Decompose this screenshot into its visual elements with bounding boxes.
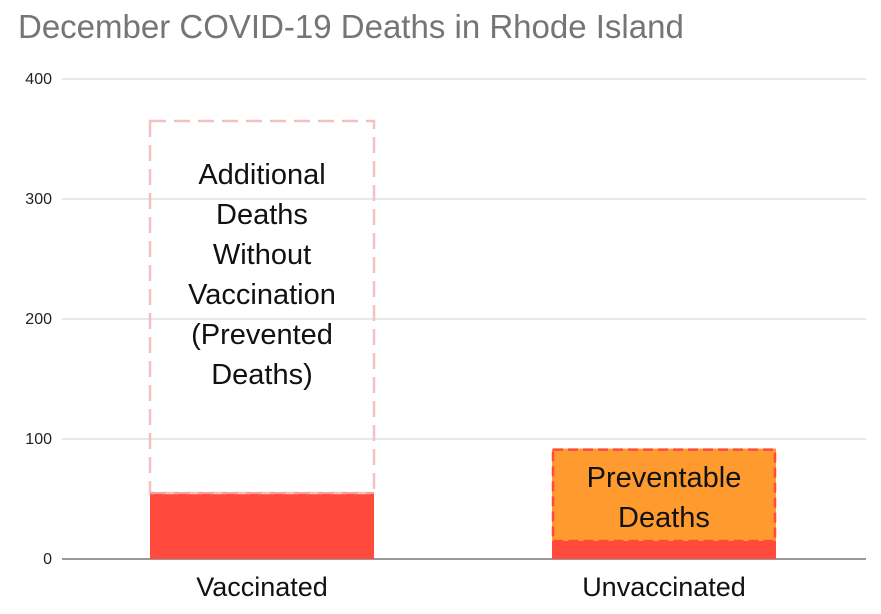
annotation-text: Additional Deaths Without Vaccination (Preve… bbox=[188, 159, 336, 391]
x-category-label: Vaccinated bbox=[196, 572, 328, 602]
annotation-line: Deaths) bbox=[211, 359, 313, 391]
y-tick-label: 0 bbox=[43, 551, 52, 568]
annotation-line: Deaths bbox=[216, 199, 308, 231]
x-category-label: Unvaccinated bbox=[582, 572, 746, 602]
bars bbox=[148, 119, 777, 559]
annotation-line: Vaccination bbox=[188, 279, 336, 311]
annotation-text: Preventable Deaths bbox=[587, 462, 742, 534]
annotation-line: (Prevented bbox=[191, 319, 333, 351]
bar-segment bbox=[150, 493, 374, 559]
bar-segment-outline bbox=[551, 448, 777, 543]
annotation-line: Additional bbox=[198, 159, 325, 191]
bar-segment bbox=[552, 448, 776, 541]
annotation-line: Preventable bbox=[587, 462, 742, 494]
bar-segment bbox=[552, 541, 776, 559]
y-tick-label: 300 bbox=[25, 191, 52, 208]
y-tick-label: 200 bbox=[25, 311, 52, 328]
chart-title: December COVID-19 Deaths in Rhode Island bbox=[18, 8, 684, 45]
labels: 0 100 200 300 400 Vaccinated Unvaccinated Addit… bbox=[25, 71, 746, 602]
y-tick-label: 400 bbox=[25, 71, 52, 88]
annotation-line: Deaths bbox=[618, 502, 710, 534]
annotation-line: Without bbox=[213, 239, 311, 271]
y-tick-label: 100 bbox=[25, 431, 52, 448]
